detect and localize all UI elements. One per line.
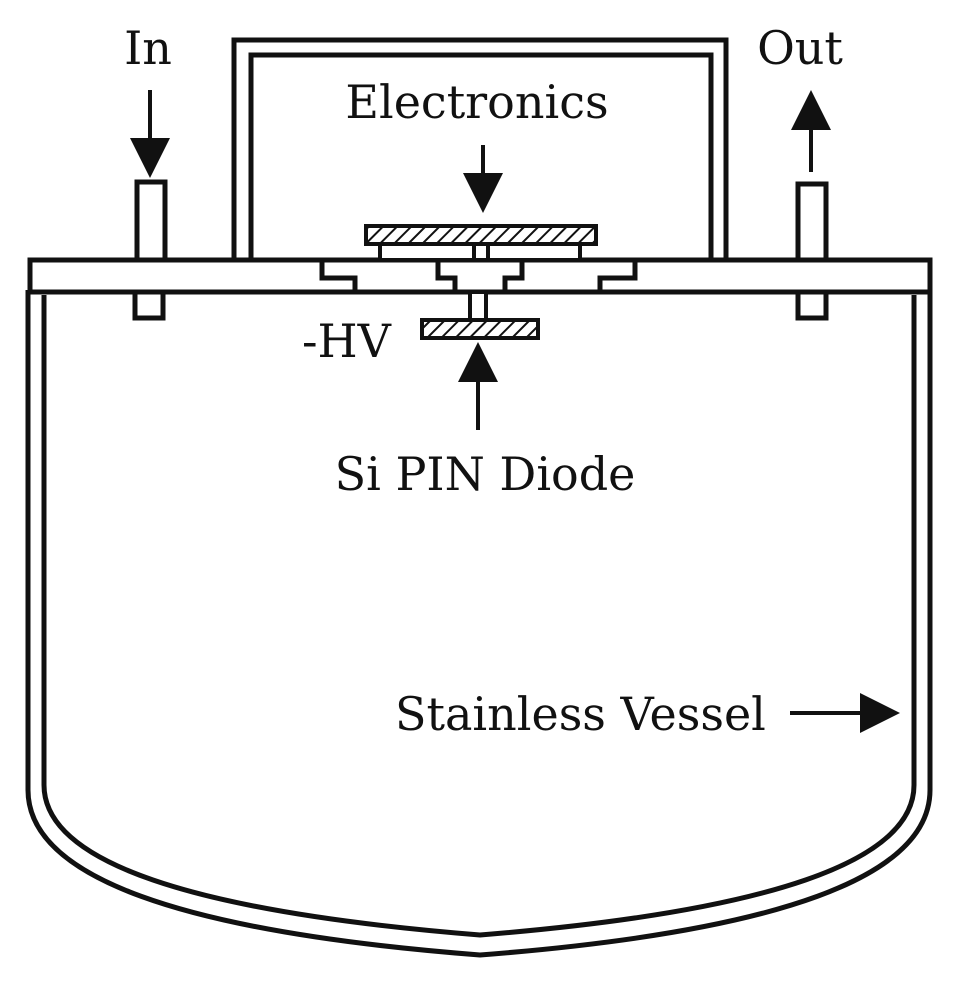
diode-label: Si PIN Diode: [335, 447, 636, 501]
vessel-lid: [27, 257, 933, 295]
vessel-inner-wall: [41, 295, 917, 938]
outlet-pipe: [795, 181, 829, 321]
electronics-housing: [231, 37, 729, 260]
vessel-label: Stainless Vessel: [395, 687, 766, 741]
inlet-label: In: [124, 21, 172, 75]
stainless-vessel: [25, 290, 933, 958]
electronics-board: [364, 224, 598, 262]
high-voltage-label: -HV: [302, 314, 392, 368]
vessel-outer-wall: [25, 290, 933, 958]
outlet-label: Out: [757, 21, 843, 75]
si-pin-diode: [420, 318, 540, 340]
electronics-label: Electronics: [345, 75, 608, 129]
inlet-pipe: [132, 179, 168, 321]
annotation-arrows: [130, 90, 900, 733]
diode-feedthrough: [468, 290, 488, 322]
